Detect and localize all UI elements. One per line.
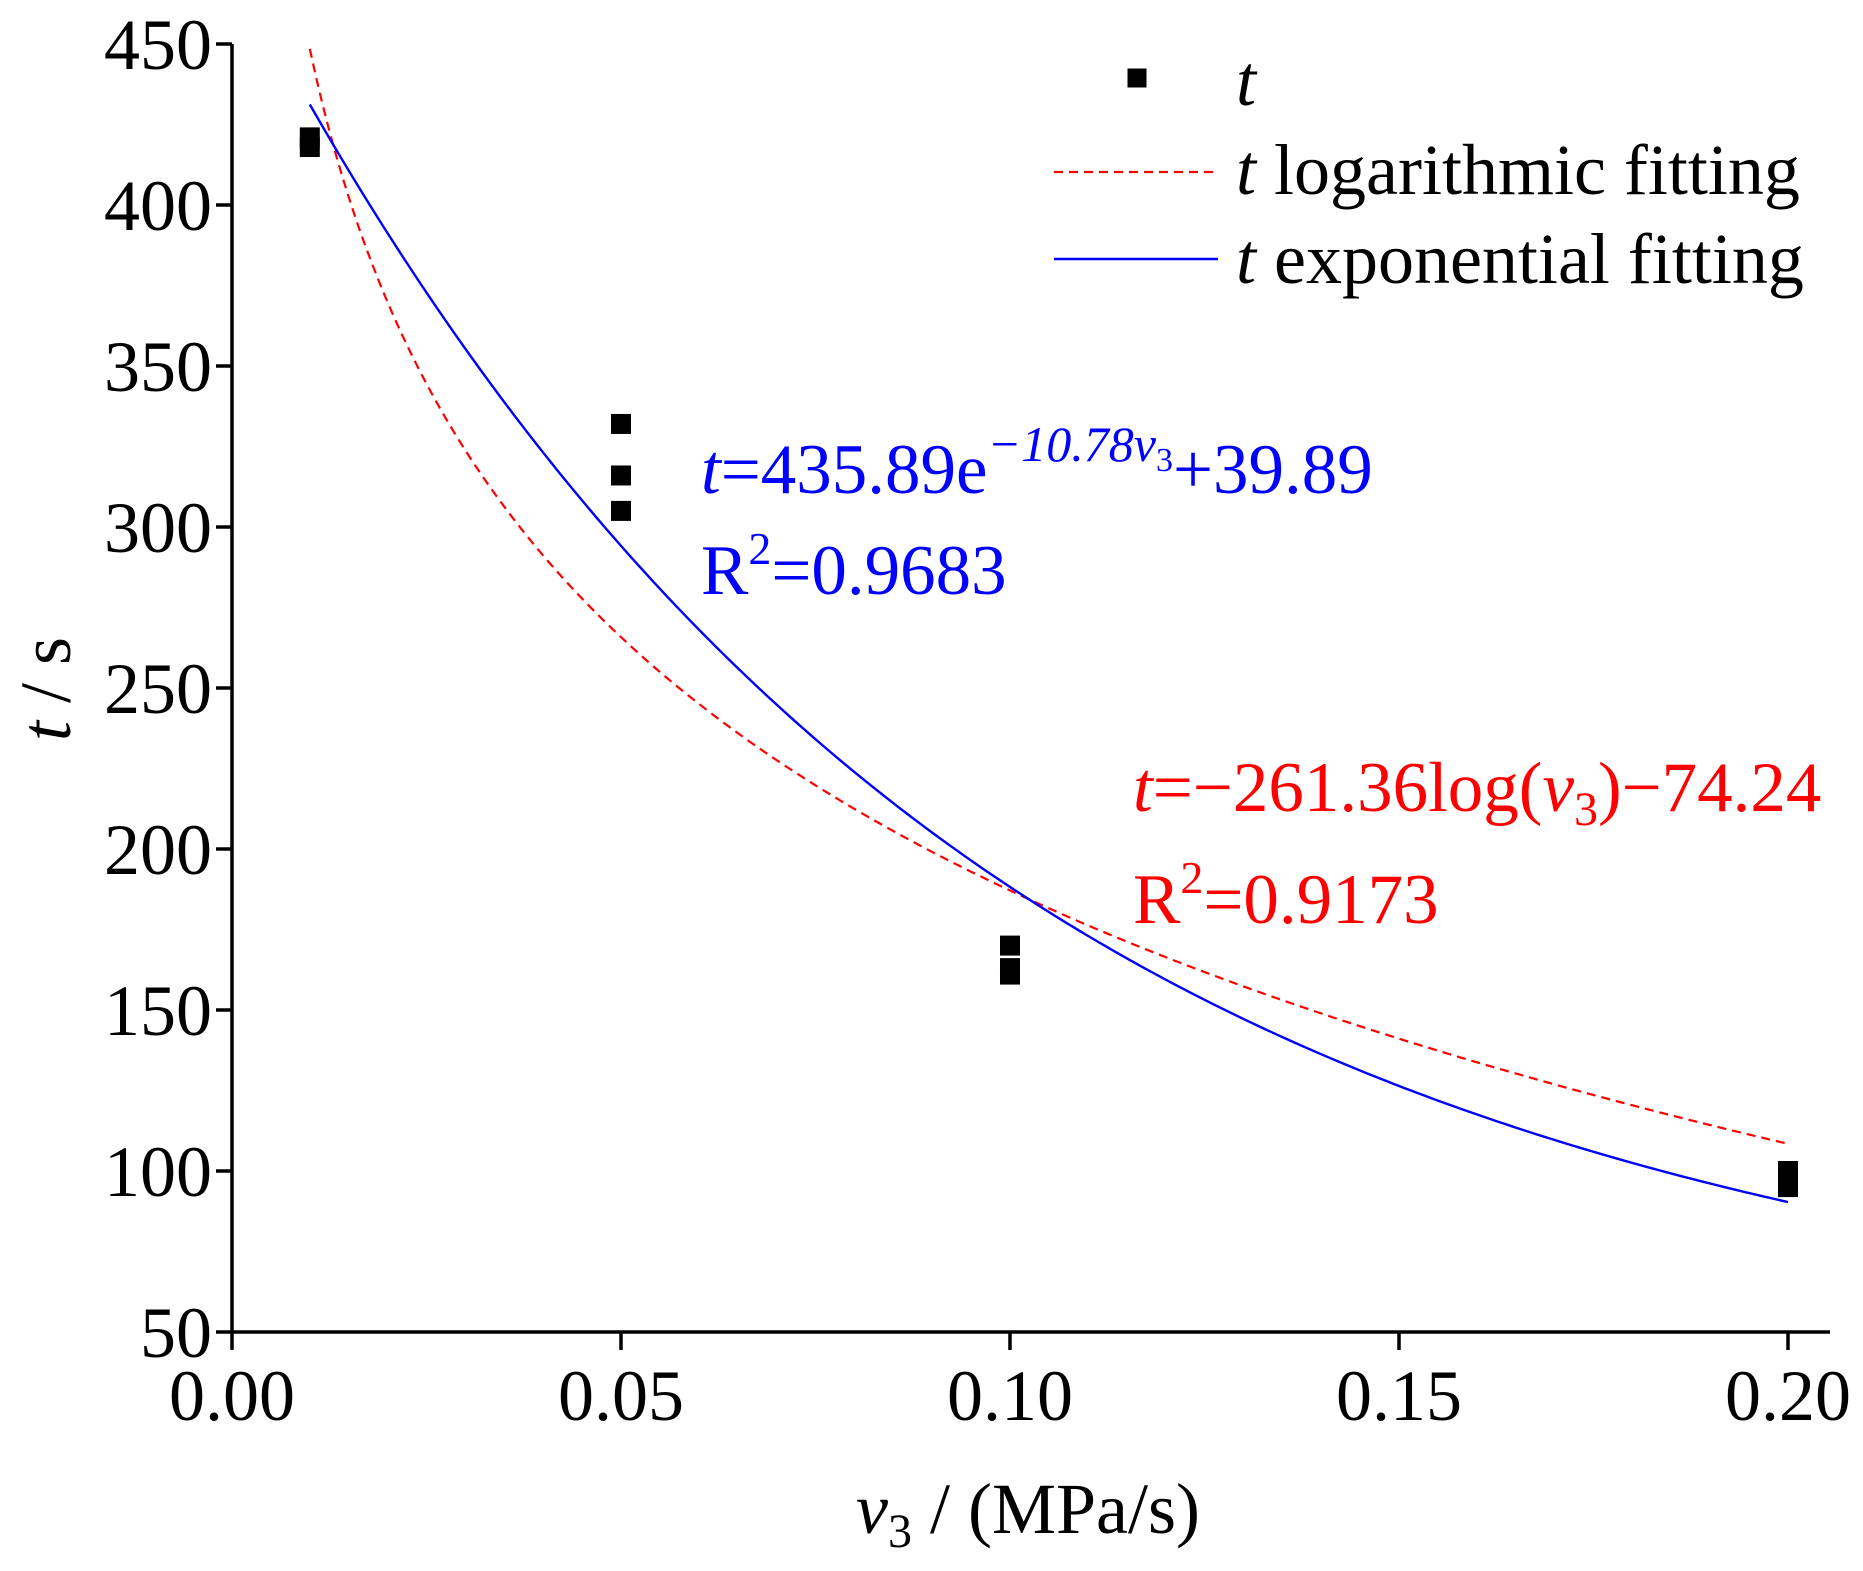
log-r2-value: =0.9173 <box>1203 861 1438 939</box>
legend-marker-points <box>1127 68 1147 88</box>
data-point <box>610 465 631 486</box>
legend-label-exponential: t exponential fitting <box>1236 219 1804 299</box>
data-point <box>999 935 1020 956</box>
fit-curves <box>308 48 1789 1204</box>
data-point <box>1777 1177 1798 1198</box>
x-ticks: 0.00 0.05 0.10 0.15 0.20 <box>169 1332 1851 1436</box>
y-tick-label: 200 <box>104 810 212 890</box>
exp-eq-rhs: +39.89 <box>1173 431 1373 509</box>
log-r2-symbol: R <box>1133 861 1181 939</box>
x-tick-label: 0.15 <box>1336 1356 1462 1436</box>
x-tick-label: 0.00 <box>169 1356 295 1436</box>
log-fit-equation: t=−261.36log(v3)−74.24 <box>1133 749 1821 836</box>
log-eq-rhs: )−74.24 <box>1598 749 1821 827</box>
y-ticks: 50 100 150 200 250 300 350 400 450 <box>104 5 232 1373</box>
exp-eq-exponent-sub: 3 <box>1156 442 1173 479</box>
exp-r2-symbol: R <box>701 532 749 610</box>
legend: t t logarithmic fitting t exponential fi… <box>1054 41 1804 299</box>
y-tick-label: 350 <box>104 327 212 407</box>
legend-label-logarithmic: t logarithmic fitting <box>1236 130 1800 210</box>
x-axis-title-unit: / (MPa/s) <box>912 1469 1200 1549</box>
legend-label-points: t <box>1236 41 1258 121</box>
y-axis-title-var: t <box>6 719 86 741</box>
log-eq-arg-var: v <box>1542 749 1574 827</box>
exp-eq-exponent: −10.78 <box>988 416 1134 472</box>
exp-eq-var: t <box>701 431 723 509</box>
log-fit-r2: R2=0.9173 <box>1133 852 1439 939</box>
y-tick-label: 250 <box>104 649 212 729</box>
legend-logarithmic-var: t <box>1236 130 1258 210</box>
log-eq-var: t <box>1133 749 1155 827</box>
data-point <box>610 413 631 434</box>
y-axis-title-unit: / s <box>6 637 86 721</box>
log-eq-lhs: =−261.36log( <box>1153 749 1543 827</box>
exp-eq-exponent-var: v <box>1134 416 1157 472</box>
data-points <box>299 127 1798 1198</box>
log-fit-annotation: t=−261.36log(v3)−74.24 R2=0.9173 <box>1133 749 1821 939</box>
x-tick-label: 0.20 <box>1725 1356 1851 1436</box>
y-tick-label: 300 <box>104 488 212 568</box>
data-point <box>999 964 1020 985</box>
legend-logarithmic-text: logarithmic fitting <box>1256 130 1800 210</box>
data-point <box>1777 1161 1798 1181</box>
exp-fit-annotation: t=435.89e−10.78v3+39.89 R2=0.9683 <box>701 416 1373 610</box>
legend-exponential-text: exponential fitting <box>1256 219 1804 299</box>
x-tick-label: 0.10 <box>947 1356 1073 1436</box>
axes: 0.00 0.05 0.10 0.15 0.20 5010015020025030035… <box>104 5 1851 1436</box>
exp-r2-value: =0.9683 <box>771 532 1006 610</box>
exp-fit-r2: R2=0.9683 <box>701 523 1007 610</box>
data-point <box>610 500 631 521</box>
legend-exponential-var: t <box>1236 219 1258 299</box>
exp-r2-sup: 2 <box>748 523 771 574</box>
y-tick-label: 400 <box>104 166 212 246</box>
log-eq-arg-sub: 3 <box>1574 783 1598 836</box>
y-tick-label: 450 <box>104 5 212 85</box>
y-tick-label: 100 <box>104 1132 212 1212</box>
x-axis-title-sub: 3 <box>888 1505 912 1558</box>
y-tick-label: 50 <box>140 1293 212 1373</box>
log-r2-sup: 2 <box>1180 852 1203 903</box>
y-tick-label: 150 <box>104 971 212 1051</box>
y-axis-title: t / s <box>6 637 86 741</box>
x-tick-label: 0.05 <box>558 1356 684 1436</box>
log-fit-curve <box>308 48 1789 1145</box>
data-point <box>299 127 320 148</box>
exp-fit-equation: t=435.89e−10.78v3+39.89 <box>701 416 1373 509</box>
x-axis-title: v3 / (MPa/s) <box>856 1469 1200 1558</box>
x-axis-title-var: v <box>856 1469 888 1549</box>
exp-fit-curve <box>308 103 1789 1204</box>
exp-eq-lhs: =435.89e <box>721 431 988 509</box>
